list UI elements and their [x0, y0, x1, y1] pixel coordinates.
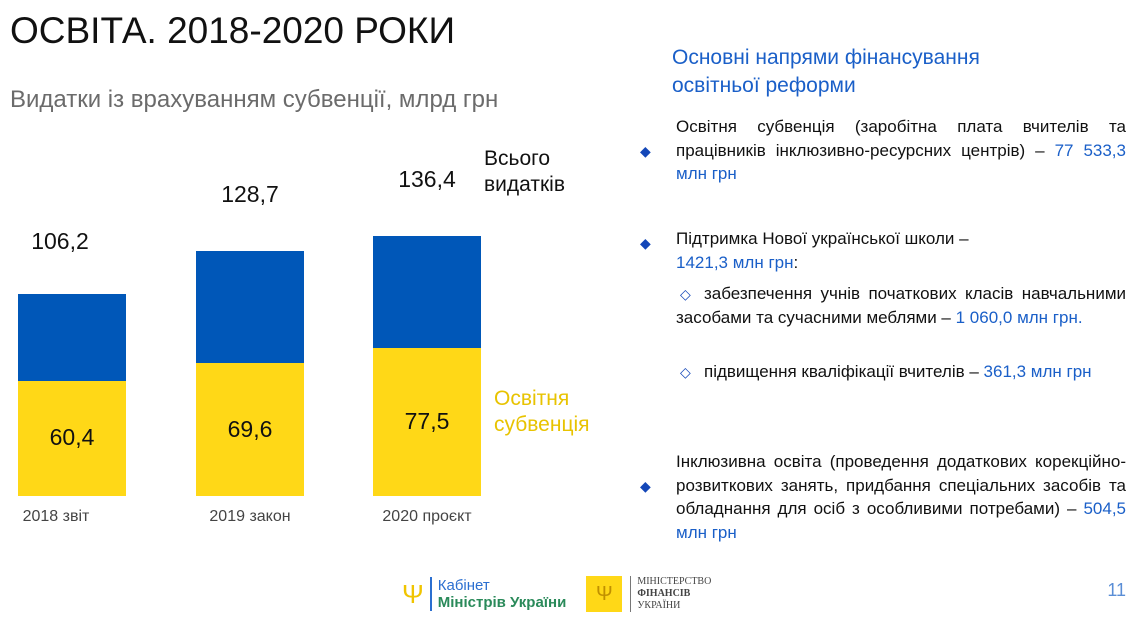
item-nus: Підтримка Нової української школи – 1421…: [676, 227, 1126, 274]
item-text: підвищення кваліфікації вчителів –: [704, 362, 984, 381]
label-total: 136,4: [398, 166, 456, 193]
item-text: Підтримка Нової української школи –: [676, 229, 969, 248]
footer-logos: Ψ Кабінет Міністрів України Ψ МІНІСТЕРСТ…: [402, 576, 711, 612]
item-amount: 77 533,3 млн грн: [676, 140, 1126, 184]
category-label: 2018 звіт: [22, 508, 90, 525]
chart-subtitle: Видатки із врахуванням субвенції, млрд г…: [10, 86, 499, 113]
legend-total: Всього видатків: [484, 147, 565, 196]
item-amount: 1 060,0 млн грн.: [955, 307, 1083, 327]
label-total: 106,2: [31, 227, 89, 254]
label-subvention: 69,6: [227, 415, 273, 442]
cabinet-line2: Міністрів України: [437, 594, 567, 611]
item-inclusive: Інклюзивна освіта (проведення додаткових…: [676, 450, 1126, 544]
label-total: 128,7: [221, 180, 279, 207]
bullet-hollow-diamond-icon: ◇: [680, 364, 691, 380]
label-subvention: 60,4: [49, 424, 95, 451]
bar-subvention: [18, 380, 126, 496]
item-tail: :: [793, 252, 799, 272]
cabinet-line1: Кабінет: [437, 577, 490, 594]
right-title: Основні напрями фінансування освітньої р…: [672, 46, 980, 97]
minfin-line3: УКРАЇНИ: [637, 600, 681, 611]
slide-title: ОСВІТА. 2018-2020 РОКИ: [10, 10, 456, 51]
item-furniture: забезпечення учнів початкових класів нав…: [676, 282, 1126, 329]
minfin-emblem-icon: Ψ: [586, 576, 623, 612]
item-training: підвищення кваліфікації вчителів – 361,3…: [676, 360, 1126, 384]
item-subvention: Освітня субвенція (заробітна плата вчите…: [676, 115, 1126, 186]
bar-total: [196, 250, 304, 364]
item-text: забезпечення учнів початкових класів нав…: [676, 284, 1126, 327]
bullet-filled-diamond-icon: ◆: [640, 235, 651, 251]
legend-subvention: Освітня субвенція: [494, 387, 590, 436]
item-text: Освітня субвенція (заробітна плата вчите…: [676, 117, 1126, 160]
bullet-hollow-diamond-icon: ◇: [680, 286, 691, 302]
category-label: 2020 проєкт: [382, 508, 472, 525]
label-subvention: 77,5: [404, 408, 450, 435]
minfin-line2: ФІНАНСІВ: [637, 588, 691, 599]
item-amount: 361,3 млн грн: [983, 362, 1092, 381]
trident-icon: Ψ: [402, 578, 424, 609]
bullet-filled-diamond-icon: ◆: [640, 478, 651, 494]
item-amount: 1421,3 млн грн: [676, 252, 794, 272]
category-label: 2019 закон: [209, 508, 291, 525]
cabinet-logo: Кабінет Міністрів України: [429, 577, 567, 611]
bar-total: [373, 236, 481, 349]
bar-total: [18, 293, 126, 381]
minfin-logo: МІНІСТЕРСТВО ФІНАНСІВ УКРАЇНИ: [630, 576, 711, 612]
item-text: Інклюзивна освіта (проведення додаткових…: [676, 452, 1126, 518]
bar-subvention: [373, 348, 481, 496]
bar-subvention: [196, 363, 304, 496]
stacked-bar-chart: 60,4 106,2 2018 звіт 69,6 128,7 2019 закон 77,…: [0, 130, 640, 550]
bullet-filled-diamond-icon: ◆: [640, 143, 651, 159]
minfin-line1: МІНІСТЕРСТВО: [637, 576, 712, 587]
page-number: 11: [1107, 580, 1126, 600]
item-amount: 504,5 млн грн: [676, 499, 1126, 542]
